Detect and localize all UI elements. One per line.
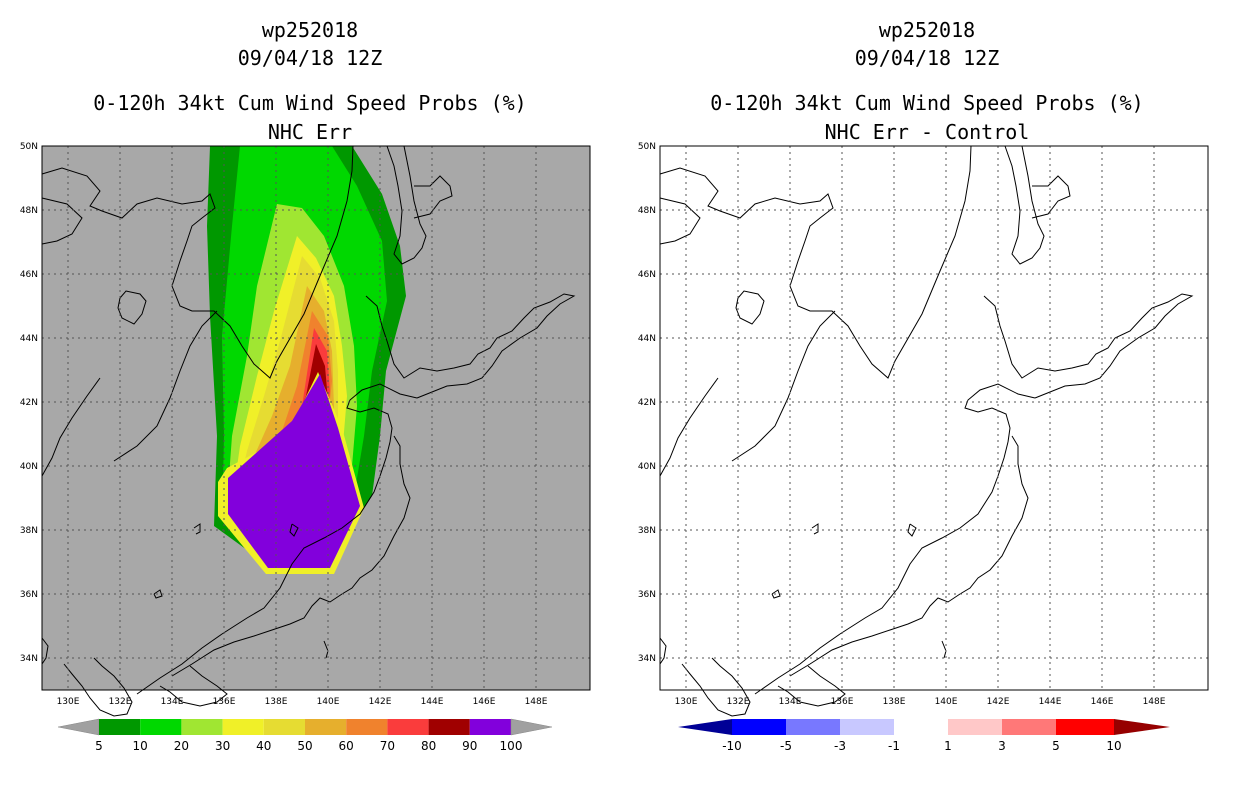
right-colorbar-label: -1 [888,739,900,753]
left-colorbar-label: 70 [380,739,395,753]
right-product-title: 0-120h 34kt Cum Wind Speed Probs (%) [710,91,1144,115]
right-colorbar-swatch [894,719,948,735]
right-lon-label: 136E [831,697,854,707]
right-lon-label: 148E [1143,697,1166,707]
right-colorbar: -10 -5 -3 -1 1 3 5 10 [678,719,1170,753]
right-lon-label: 134E [779,697,802,707]
left-colorbar-label: 10 [133,739,148,753]
right-lat-label: 50N [638,142,656,152]
right-map-background [660,146,1208,690]
right-lat-label: 34N [638,654,656,664]
left-colorbar-swatch [222,719,264,735]
right-lat-label: 42N [638,398,656,408]
right-colorbar-label: -3 [834,739,846,753]
left-colorbar-swatch [99,719,141,735]
left-lon-label: 140E [317,697,340,707]
right-lon-label: 142E [987,697,1010,707]
right-storm-id: wp252018 [878,18,976,42]
left-colorbar-label: 40 [256,739,271,753]
right-colorbar-swatch [1056,719,1114,735]
left-lat-label: 50N [20,142,38,152]
left-product-title: 0-120h 34kt Cum Wind Speed Probs (%) [93,91,527,115]
right-lon-label: 132E [727,697,750,707]
left-lon-label: 142E [369,697,392,707]
left-lon-label: 134E [161,697,184,707]
right-colorbar-label: -5 [780,739,792,753]
left-colorbar-label: 80 [421,739,436,753]
right-colorbar-swatch [1002,719,1056,735]
left-colorbar: 5 10 20 30 40 50 60 70 80 90 100 [57,718,553,753]
right-lon-label: 130E [675,697,698,707]
right-lat-label: 38N [638,526,656,536]
right-colorbar-swatch [840,719,894,735]
left-lat-label: 48N [20,206,38,216]
right-colorbar-label: 1 [944,739,952,753]
right-lon-label: 138E [883,697,906,707]
right-lat-label: 46N [638,270,656,280]
left-colorbar-extend-low [57,718,100,736]
left-date: 09/04/18 12Z [237,46,383,70]
right-colorbar-label: 5 [1052,739,1060,753]
right-lon-label: 146E [1091,697,1114,707]
left-colorbar-label: 20 [174,739,189,753]
probability-swath [207,146,406,574]
left-subtitle: NHC Err [267,120,353,144]
left-lat-label: 34N [20,654,38,664]
left-colorbar-label: 90 [462,739,477,753]
left-lon-label: 144E [421,697,444,707]
right-colorbar-swatch [786,719,840,735]
left-colorbar-swatch [140,719,182,735]
right-subtitle: NHC Err - Control [824,120,1030,144]
left-lat-label: 40N [20,462,38,472]
right-colorbar-extend-high [1114,719,1170,735]
left-colorbar-label: 50 [297,739,312,753]
right-colorbar-swatch [732,719,786,735]
right-colorbar-label: 10 [1106,739,1121,753]
left-lat-label: 36N [20,590,38,600]
left-colorbar-swatch [387,719,429,735]
left-lat-label: 42N [20,398,38,408]
left-colorbar-swatch [469,719,511,735]
right-lon-label: 140E [935,697,958,707]
left-lon-label: 130E [57,697,80,707]
left-colorbar-swatch [346,719,388,735]
left-colorbar-label: 100 [500,739,523,753]
left-colorbar-label: 5 [95,739,103,753]
left-colorbar-swatch [305,719,347,735]
left-lon-label: 136E [213,697,236,707]
right-colorbar-extend-low [678,719,732,735]
left-lat-label: 46N [20,270,38,280]
left-colorbar-swatch [181,719,223,735]
left-lat-label: 38N [20,526,38,536]
left-storm-id: wp252018 [261,18,359,42]
left-lon-label: 138E [265,697,288,707]
right-colorbar-label: -10 [722,739,742,753]
left-lon-label: 132E [109,697,132,707]
left-lat-label: 44N [20,334,38,344]
left-lon-label: 146E [473,697,496,707]
right-lat-label: 40N [638,462,656,472]
right-colorbar-label: 3 [998,739,1006,753]
left-colorbar-extend-high [510,718,553,736]
right-lat-label: 36N [638,590,656,600]
right-date: 09/04/18 12Z [854,46,1000,70]
left-colorbar-label: 30 [215,739,230,753]
left-colorbar-swatch [428,719,470,735]
left-lon-label: 148E [525,697,548,707]
right-lon-label: 144E [1039,697,1062,707]
right-lat-label: 48N [638,206,656,216]
left-colorbar-label: 60 [339,739,354,753]
right-colorbar-swatch [948,719,1002,735]
right-lat-label: 44N [638,334,656,344]
left-colorbar-swatch [263,719,305,735]
